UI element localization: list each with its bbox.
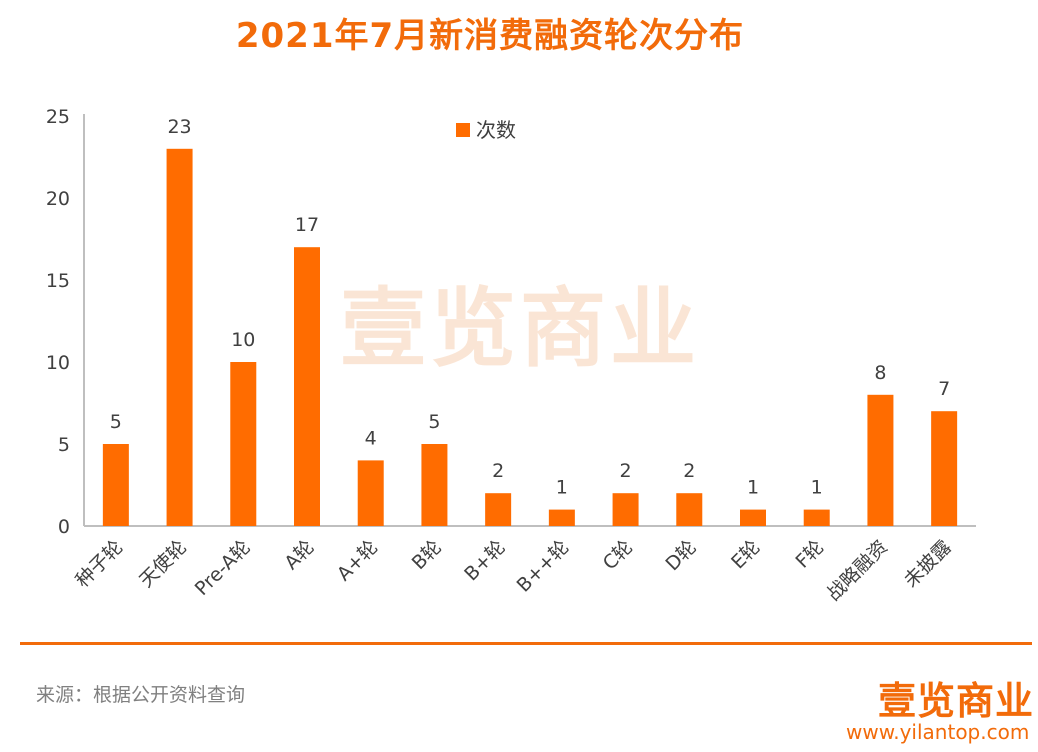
bar (548, 509, 575, 526)
data-label: 4 (365, 427, 377, 449)
y-tick-label: 20 (46, 188, 70, 210)
y-tick-label: 10 (46, 352, 70, 374)
bar (740, 509, 766, 526)
brand-url[interactable]: www.yilantop.com (846, 720, 1030, 744)
category-label: B+轮 (460, 536, 509, 585)
data-label: 8 (874, 362, 886, 384)
data-label: 2 (492, 460, 504, 482)
y-tick-label: 0 (58, 516, 70, 538)
data-label: 2 (683, 460, 695, 482)
y-tick-label: 15 (46, 270, 70, 292)
chart-title: 2021年7月新消费融资轮次分布 (235, 16, 745, 56)
bar-chart: 05101520255种子轮23天使轮10Pre-A轮17A轮4A+轮5B轮2B… (46, 106, 976, 605)
watermark-text: 壹览商业 (340, 279, 700, 379)
source-note: 来源：根据公开资料查询 (36, 684, 246, 706)
category-label: A+轮 (333, 536, 382, 585)
bar (421, 444, 448, 526)
brand-logo: 壹览商业 (878, 679, 1035, 723)
category-label: 种子轮 (72, 536, 128, 592)
data-label: 7 (938, 378, 950, 400)
bar (612, 493, 639, 526)
data-label: 1 (747, 477, 759, 499)
footer-divider (20, 642, 1032, 645)
bar (931, 411, 958, 526)
category-label: 天使轮 (135, 536, 191, 592)
category-label: B++轮 (513, 536, 574, 597)
bar (102, 444, 129, 526)
bar (676, 493, 703, 526)
category-label: B轮 (408, 536, 446, 574)
data-label: 5 (428, 411, 440, 433)
bar (230, 362, 257, 526)
category-label: 战略融资 (823, 536, 892, 605)
category-label: 未披露 (900, 536, 956, 592)
bar (294, 247, 320, 526)
category-label: F轮 (792, 536, 829, 573)
bar (166, 148, 193, 527)
category-label: E轮 (727, 536, 764, 573)
bar (485, 493, 512, 526)
category-label: C轮 (599, 536, 637, 574)
data-label: 17 (295, 214, 319, 236)
data-label: 1 (556, 477, 568, 499)
legend-swatch (456, 123, 470, 137)
data-label: 5 (110, 411, 122, 433)
category-label: A轮 (280, 536, 318, 574)
bar (357, 460, 384, 526)
data-label: 10 (231, 329, 255, 351)
y-tick-label: 25 (46, 106, 70, 128)
y-tick-label: 5 (58, 434, 70, 456)
category-label: D轮 (661, 536, 700, 575)
legend-label: 次数 (476, 118, 516, 142)
data-label: 23 (167, 116, 191, 138)
category-label: Pre-A轮 (191, 536, 255, 600)
data-label: 1 (811, 477, 823, 499)
data-label: 2 (620, 460, 632, 482)
bar (803, 509, 830, 526)
bar (867, 394, 894, 526)
